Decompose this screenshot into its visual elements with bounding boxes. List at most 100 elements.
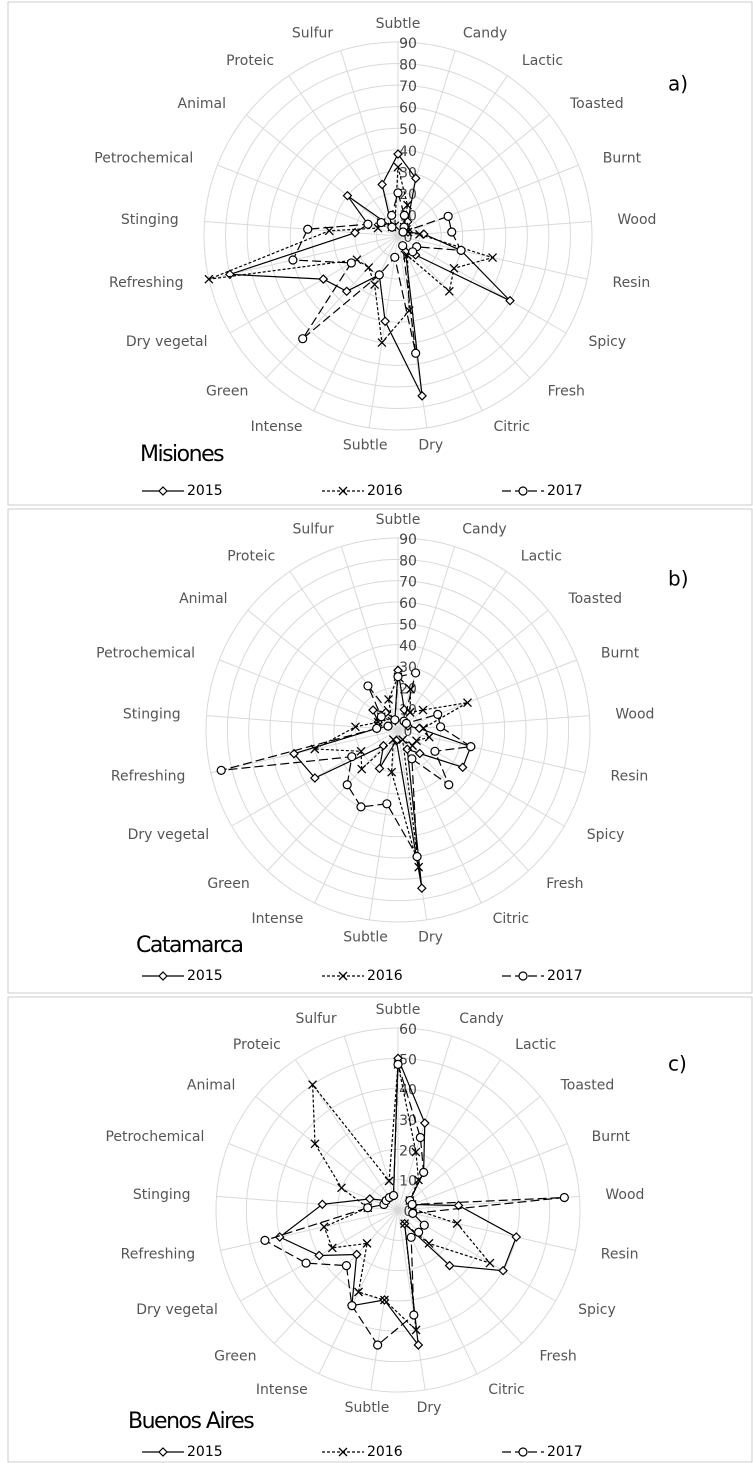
marker	[412, 736, 421, 746]
marker	[447, 227, 457, 237]
marker	[303, 224, 313, 234]
marker	[419, 1220, 429, 1230]
y-tick-label: 70	[399, 575, 417, 591]
y-tick-label: 50	[399, 1052, 417, 1068]
category-label: Fresh	[548, 383, 585, 399]
spoke	[289, 571, 399, 731]
marker	[414, 748, 425, 759]
panel-border	[7, 1, 753, 506]
series-line	[208, 166, 495, 345]
marker	[301, 1258, 311, 1268]
marker	[384, 694, 394, 704]
spoke	[210, 729, 399, 774]
category-label: Burnt	[603, 151, 642, 167]
marker	[341, 1260, 352, 1271]
marker	[298, 334, 308, 344]
panel-label: a)	[668, 72, 688, 96]
marker	[314, 1250, 325, 1261]
marker	[398, 241, 408, 251]
marker	[310, 773, 320, 783]
marker	[289, 748, 299, 759]
category-label: Green	[214, 1349, 256, 1365]
spoke	[397, 75, 508, 237]
marker	[362, 1238, 372, 1248]
marker	[319, 1222, 329, 1232]
spoke	[219, 659, 399, 731]
category-label: Dry vegetal	[136, 1302, 218, 1318]
marker	[357, 764, 367, 774]
y-tick-label: 70	[399, 79, 417, 95]
category-label: Petrochemical	[105, 1129, 204, 1145]
category-label: Green	[207, 876, 249, 892]
marker	[408, 1208, 418, 1218]
marker	[444, 1260, 455, 1271]
spoke	[288, 75, 399, 237]
marker	[511, 1232, 522, 1242]
marker	[225, 269, 235, 280]
category-label: Stinging	[121, 212, 179, 228]
marker	[387, 222, 397, 232]
marker	[410, 173, 421, 184]
spoke	[343, 1035, 399, 1211]
marker	[411, 1147, 421, 1157]
spoke	[397, 114, 550, 237]
category-label: Stinging	[133, 1187, 191, 1203]
legend-label: 2017	[547, 968, 583, 984]
series-line	[229, 152, 511, 397]
marker	[393, 1059, 403, 1070]
marker	[350, 227, 360, 238]
category-label: Citric	[493, 419, 530, 435]
category-label: Stinging	[123, 706, 181, 722]
spoke	[246, 114, 399, 237]
category-label: Subtle	[376, 1002, 421, 1018]
category-label: Candy	[462, 521, 506, 537]
marker	[457, 762, 468, 773]
marker	[384, 1176, 394, 1186]
marker	[374, 763, 385, 774]
marker	[488, 253, 498, 263]
y-tick-label: 90	[399, 532, 417, 548]
legend-marker	[158, 1447, 168, 1457]
marker	[444, 780, 454, 790]
category-label: Spicy	[589, 334, 627, 350]
panel-label: c)	[668, 1052, 687, 1076]
marker	[376, 217, 386, 228]
marker	[419, 1118, 430, 1128]
spoke	[273, 1209, 399, 1344]
legend-marker	[518, 486, 528, 496]
marker	[393, 188, 403, 198]
marker	[346, 258, 356, 268]
legend-marker	[518, 1447, 528, 1457]
series-line	[291, 190, 463, 354]
category-label: Spicy	[578, 1302, 616, 1318]
marker	[337, 1183, 346, 1193]
spoke	[220, 1209, 399, 1251]
marker	[363, 1203, 373, 1213]
spoke	[397, 729, 586, 774]
marker	[370, 280, 380, 290]
chart-title: Misiones	[140, 442, 224, 467]
y-tick-label: 60	[399, 101, 417, 117]
category-label: Resin	[612, 275, 650, 291]
y-tick-label: 40	[399, 144, 417, 160]
marker	[399, 210, 409, 221]
marker	[414, 1227, 424, 1237]
spoke	[397, 235, 531, 379]
marker	[419, 1167, 429, 1178]
y-tick-label: 50	[399, 617, 417, 633]
spoke	[397, 221, 592, 237]
category-label: Toasted	[569, 96, 624, 112]
category-label: Dry vegetal	[128, 827, 210, 843]
marker	[372, 723, 382, 734]
spoke	[397, 164, 579, 237]
legend-marker	[338, 971, 348, 981]
category-label: Lactic	[515, 1037, 556, 1053]
legend-label: 2016	[367, 483, 403, 499]
marker	[350, 722, 360, 732]
y-tick-label: 0	[404, 724, 413, 740]
category-label: Sulfur	[293, 521, 334, 537]
category-label: Subtle	[376, 16, 421, 32]
marker	[415, 1132, 425, 1143]
marker	[354, 1287, 363, 1297]
